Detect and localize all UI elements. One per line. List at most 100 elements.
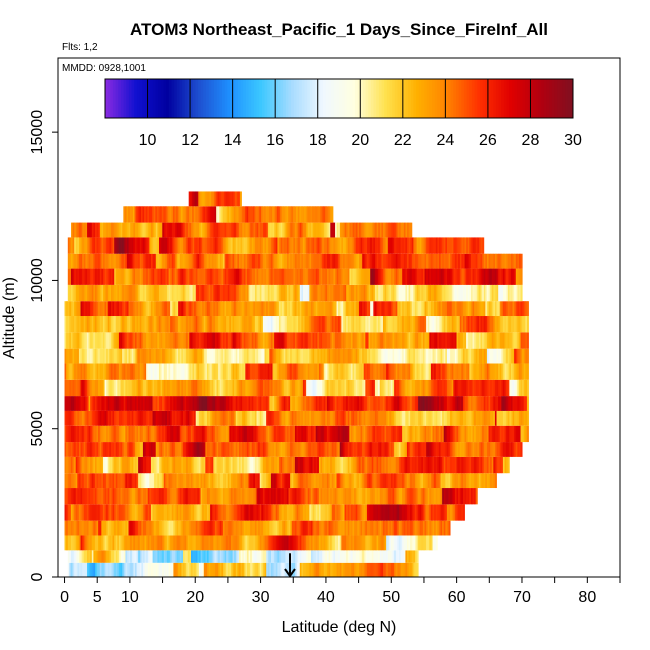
heatmap-cell: [507, 379, 510, 397]
heatmap-cell: [186, 550, 189, 563]
heatmap-cell: [362, 363, 365, 380]
heatmap-cell: [270, 316, 273, 333]
heatmap-cell: [101, 442, 104, 457]
heatmap-cell: [82, 425, 85, 443]
heatmap-cell: [187, 316, 190, 333]
heatmap-cell: [159, 562, 161, 577]
heatmap-cell: [130, 301, 133, 317]
heatmap-cell: [312, 442, 315, 457]
heatmap-cell: [258, 504, 261, 521]
heatmap-cell: [309, 316, 312, 333]
heatmap-cell: [294, 425, 297, 443]
heatmap-cell: [486, 442, 489, 457]
heatmap-cell: [74, 379, 77, 397]
heatmap-cell: [299, 379, 302, 397]
heatmap-cell: [287, 550, 289, 563]
heatmap-cell: [118, 520, 121, 536]
heatmap-cell: [397, 520, 400, 536]
heatmap-cell: [243, 562, 246, 577]
heatmap-cell: [325, 301, 328, 317]
heatmap-cell: [104, 504, 107, 521]
heatmap-cell: [210, 520, 213, 536]
heatmap-cell: [194, 332, 197, 349]
heatmap-cell: [152, 284, 155, 302]
heatmap-cell: [110, 520, 113, 536]
heatmap-cell: [112, 301, 115, 317]
heatmap-cell: [150, 332, 153, 349]
heatmap-cell: [494, 379, 497, 397]
heatmap-cell: [326, 520, 329, 536]
heatmap-cell: [405, 301, 408, 317]
heatmap-cell: [171, 535, 174, 551]
heatmap-cell: [334, 473, 337, 489]
heatmap-cell: [200, 550, 203, 563]
heatmap-cell: [95, 562, 97, 577]
heatmap-cell: [176, 550, 179, 563]
heatmap-cell: [360, 550, 363, 563]
heatmap-cell: [166, 410, 169, 426]
heatmap-cell: [370, 550, 373, 563]
heatmap-cell: [320, 363, 323, 380]
heatmap-cell: [309, 504, 312, 521]
heatmap-cell: [208, 550, 211, 563]
heatmap-cell: [91, 456, 94, 474]
heatmap-cell: [254, 473, 257, 489]
heatmap-cell: [349, 488, 352, 505]
heatmap-cell: [411, 363, 414, 380]
heatmap-cell: [366, 379, 369, 397]
heatmap-cell: [258, 396, 261, 411]
heatmap-cell: [267, 488, 270, 505]
heatmap-cell: [93, 456, 96, 474]
heatmap-cell: [320, 473, 323, 489]
heatmap-cell: [218, 396, 221, 411]
heatmap-cell: [482, 425, 485, 443]
heatmap-cell: [330, 332, 333, 349]
heatmap-cell: [101, 396, 104, 411]
heatmap-cell: [168, 379, 171, 397]
heatmap-cell: [298, 332, 301, 349]
heatmap-cell: [363, 488, 366, 505]
heatmap-cell: [221, 504, 224, 521]
heatmap-cell: [248, 396, 251, 411]
heatmap-cell: [162, 379, 165, 397]
heatmap-cell: [146, 488, 149, 505]
heatmap-cell: [411, 316, 414, 333]
heatmap-cell: [366, 316, 369, 333]
heatmap-cell: [144, 396, 147, 411]
heatmap-cell: [266, 379, 269, 397]
heatmap-cell: [106, 520, 109, 536]
heatmap-cell: [344, 348, 347, 364]
heatmap-cell: [400, 473, 403, 489]
heatmap-cell: [120, 550, 123, 563]
heatmap-cell: [272, 316, 275, 333]
heatmap-cell: [248, 348, 251, 364]
heatmap-cell: [402, 504, 405, 521]
heatmap-cell: [88, 473, 91, 489]
heatmap-cell: [349, 363, 352, 380]
heatmap-cell: [158, 348, 161, 364]
heatmap-cell: [389, 535, 392, 551]
heatmap-cell: [315, 520, 318, 536]
heatmap-cell: [384, 473, 387, 489]
heatmap-cell: [75, 284, 78, 302]
heatmap-cell: [405, 316, 408, 333]
heatmap-cell: [278, 488, 281, 505]
heatmap-cell: [323, 562, 326, 577]
heatmap-cell: [378, 504, 381, 521]
heatmap-cell: [128, 535, 131, 551]
heatmap-cell: [312, 316, 315, 333]
heatmap-cell: [138, 550, 141, 563]
heatmap-cell: [179, 562, 182, 577]
heatmap-cell: [122, 425, 125, 443]
heatmap-cell: [514, 301, 517, 317]
heatmap-cell: [74, 535, 77, 551]
heatmap-cell: [120, 363, 123, 380]
heatmap-cell: [421, 363, 424, 380]
heatmap-cell: [360, 332, 363, 349]
heatmap-cell: [70, 504, 73, 521]
heatmap-cell: [342, 456, 345, 474]
heatmap-cell: [429, 396, 432, 411]
heatmap-cell: [98, 550, 101, 563]
heatmap-cell: [130, 562, 133, 577]
heatmap-cell: [274, 301, 277, 317]
